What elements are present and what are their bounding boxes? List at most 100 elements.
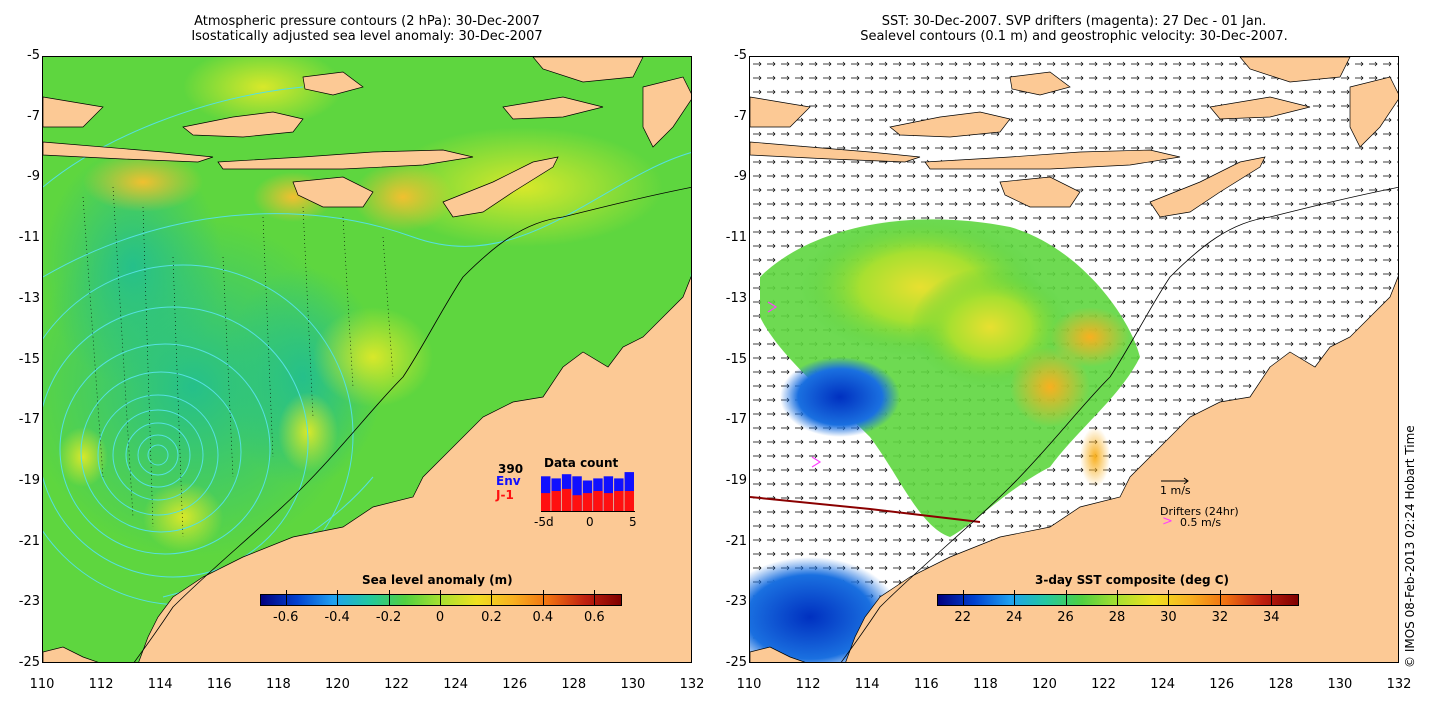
right-x-tick-126: 126 [1209,677,1235,692]
left-x-tick-116: 116 [206,677,232,692]
right-x-tick-130: 130 [1327,677,1353,692]
left-y-tick--5: -5 [27,48,40,63]
right-colorbar-tick-label: 24 [1005,610,1023,625]
left-x-tick-112: 112 [88,677,114,692]
left-y-tick--19: -19 [18,472,40,488]
land-masses [750,57,1398,662]
left-title-line1: Atmospheric pressure contours (2 hPa): 3… [194,14,540,29]
right-colorbar-tick-label: 26 [1057,610,1074,625]
data-count-bar-j1 [572,495,582,512]
left-x-tick-118: 118 [265,677,291,692]
right-y-tick--23: -23 [725,594,747,610]
right-y-tick--13: -13 [725,290,747,306]
left-colorbar-tick-label: 0.2 [481,610,502,625]
cool-sst-region [780,357,900,437]
data-count-bar-j1 [551,491,561,512]
right-colorbar-tick-label: 28 [1108,610,1126,625]
left-y-tick--7: -7 [27,108,40,124]
high-anomaly-region [183,57,343,127]
right-colorbar-tick-mark [1219,590,1221,606]
right-y-tick--15: -15 [725,351,747,367]
left-colorbar-tick-mark [542,590,544,606]
hot-sst-region [1080,427,1110,487]
drifters-label: Drifters (24hr) [1160,505,1239,518]
data-count-bar-j1 [561,488,572,512]
sea-level-anomaly-svg [43,57,691,662]
left-x-tick-126: 126 [502,677,528,692]
right-x-tick-132: 132 [1386,677,1412,692]
sst-svg [750,57,1398,662]
right-y-tick--7: -7 [734,108,747,124]
drifter-marker-icon: > [1162,514,1173,529]
right-colorbar-title: 3-day SST composite (deg C) [1035,573,1230,587]
right-y-tick--5: -5 [734,48,747,63]
right-title: SST: 30-Dec-2007. SVP drifters (magenta)… [749,14,1399,44]
right-colorbar-tick-label: 30 [1160,610,1177,625]
sea-level-anomaly-map [42,56,692,663]
left-colorbar-tick-mark [440,590,441,606]
high-anomaly-region [58,427,108,487]
right-colorbar-tick-mark [1271,590,1273,606]
data-count-tick-start: -5d [534,515,554,529]
data-count-series2-label: J-1 [496,488,514,502]
left-colorbar-tick-label: 0.4 [532,610,554,625]
data-count-bar-j1 [614,491,624,512]
data-count-tick-mid: 0 [586,515,594,529]
data-count-bar-j1 [603,493,614,512]
right-colorbar-tick-label: 22 [954,610,971,625]
left-colorbar [260,594,622,606]
right-x-tick-110: 110 [736,677,762,692]
right-x-tick-114: 114 [854,677,880,692]
left-colorbar-tick-mark [285,590,287,606]
left-colorbar-tick-label: -0.6 [273,610,299,625]
right-colorbar-tick-mark [962,590,964,606]
left-x-tick-120: 120 [325,677,350,692]
left-colorbar-tick-label: -0.4 [324,610,350,625]
drifters-speed: 0.5 m/s [1180,516,1222,529]
right-colorbar-tick-mark [1117,590,1118,606]
right-title-line1: SST: 30-Dec-2007. SVP drifters (magenta)… [881,14,1267,29]
data-count-chart [541,472,635,512]
left-y-tick--13: -13 [18,290,40,306]
data-count-bar-j1 [541,493,551,512]
right-colorbar-tick-label: 32 [1211,610,1229,625]
data-count-title: Data count [544,456,619,470]
right-x-tick-122: 122 [1091,677,1116,692]
hot-sst-region [1050,307,1130,367]
left-title: Atmospheric pressure contours (2 hPa): 3… [42,14,692,44]
right-y-tick--21: -21 [725,533,747,549]
left-x-tick-130: 130 [620,677,646,692]
shelf-contour [840,186,1398,662]
left-x-tick-110: 110 [29,677,55,692]
left-colorbar-tick-label: -0.2 [375,610,402,625]
data-count-tick-end: 5 [629,515,637,529]
velocity-scale-arrow [1161,477,1189,485]
left-y-tick--23: -23 [18,594,40,610]
left-x-tick-132: 132 [679,677,705,692]
right-y-tick--19: -19 [725,472,747,488]
left-colorbar-tick-mark [337,590,339,606]
left-y-tick--25: -25 [18,655,40,670]
right-colorbar-tick-mark [1065,590,1067,606]
left-x-tick-122: 122 [384,677,409,692]
orange-anomaly-region [83,152,203,212]
shelf-contour [133,186,691,662]
right-x-tick-120: 120 [1032,677,1057,692]
left-colorbar-title: Sea level anomaly (m) [362,573,513,587]
left-y-tick--9: -9 [27,169,40,185]
right-x-tick-116: 116 [913,677,939,692]
left-colorbar-tick-mark [491,590,493,606]
data-count-bar-env [572,476,582,512]
copyright-text: © IMOS 08-Feb-2013 02:24 Hobart Time [1403,425,1417,668]
left-colorbar-tick-label: 0 [435,610,445,625]
data-count-bar-j1 [593,491,603,512]
right-x-tick-112: 112 [795,677,821,692]
high-anomaly-region [313,307,433,407]
left-y-tick--21: -21 [18,533,40,549]
right-colorbar-tick-label: 34 [1263,610,1280,625]
low-anomaly-region [43,147,223,387]
right-y-tick--17: -17 [725,412,747,428]
left-x-tick-114: 114 [147,677,173,692]
right-x-tick-118: 118 [972,677,998,692]
data-count-total: 390 [498,462,524,476]
